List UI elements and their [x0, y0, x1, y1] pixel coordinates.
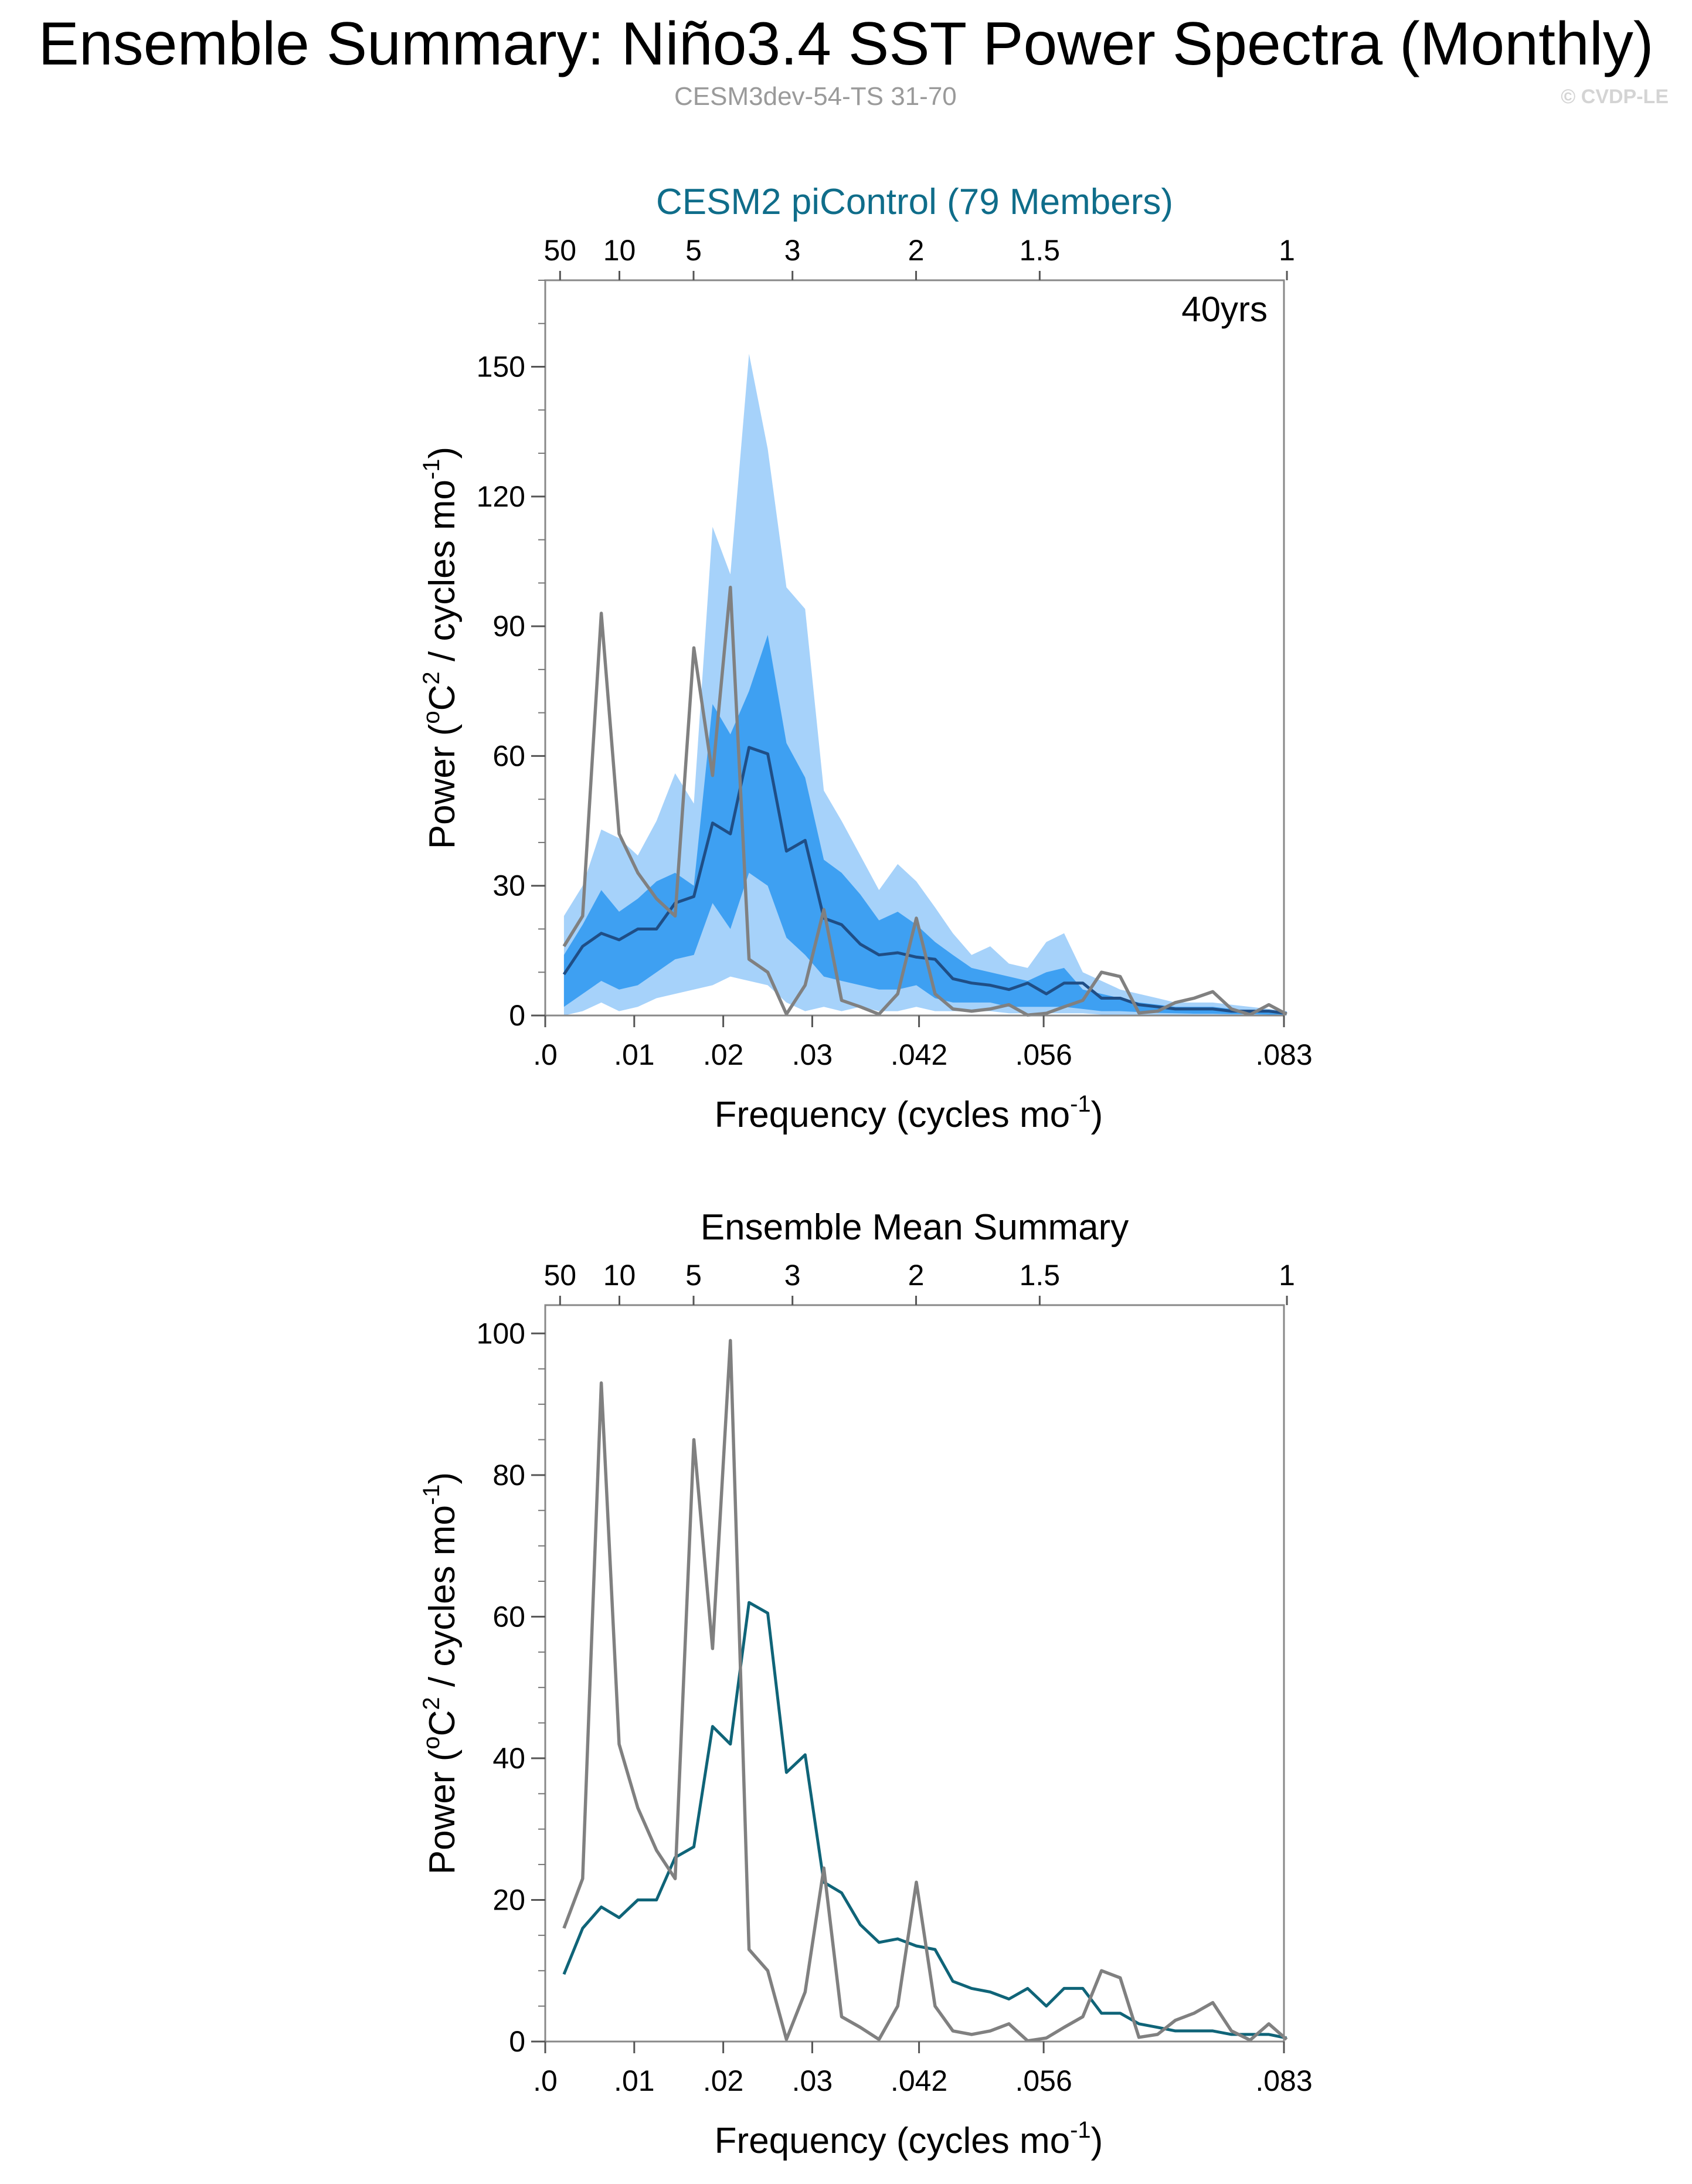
x-tick-label: .01 — [614, 1038, 655, 1071]
top-chart-panel: 0 30 60 90 120 150 .0 .01 .02 .03 .042 .056 .083 50 10… — [419, 182, 1313, 1135]
top-period-label: 1.5 — [1020, 1259, 1061, 1292]
bottom-chart-panel: 0 20 40 60 80 100 .0 .01 .02 .03 .042 .056 .083 50 10 5… — [419, 1207, 1313, 2161]
x-tick-label: .056 — [1015, 2064, 1072, 2097]
observation-line — [562, 1339, 1288, 2043]
panel-title: CESM2 piControl (79 Members) — [656, 182, 1173, 222]
x-tick-label: .083 — [1255, 1038, 1312, 1071]
top-period-label: 50 — [543, 1259, 576, 1292]
main-title: Ensemble Summary: Niño3.4 SST Power Spec… — [38, 10, 1654, 78]
y-tick-label: 100 — [477, 1317, 525, 1350]
top-period-label: 3 — [784, 234, 801, 267]
observation-line — [562, 585, 1287, 1017]
x-tick-label: .03 — [792, 1038, 833, 1071]
y-tick-label: 0 — [509, 999, 525, 1032]
y-tick-label: 150 — [477, 351, 525, 383]
period-length-annotation: 40yrs — [1181, 290, 1268, 329]
x-tick-label: .042 — [891, 1038, 947, 1071]
x-tick-label: .02 — [703, 2064, 744, 2097]
top-period-label: 10 — [603, 234, 636, 267]
y-axis-label: Power (oC2 / cycles mo-1) — [419, 447, 463, 849]
y-tick-label: 0 — [509, 2025, 525, 2058]
y-tick-label: 30 — [492, 869, 525, 902]
top-period-label: 1.5 — [1020, 234, 1061, 267]
top-period-label: 5 — [685, 1259, 702, 1292]
panel-title: Ensemble Mean Summary — [701, 1207, 1129, 1248]
top-period-label: 5 — [685, 234, 702, 267]
top-period-label: 50 — [543, 234, 576, 267]
x-tick-label: .042 — [891, 2064, 947, 2097]
x-tick-label: .01 — [614, 2064, 655, 2097]
plot-frame — [544, 279, 1285, 1017]
x-tick-label: .0 — [533, 1038, 558, 1071]
top-period-label: 3 — [784, 1259, 801, 1292]
x-tick-label: .083 — [1255, 2064, 1312, 2097]
y-axis-label: Power (oC2 / cycles mo-1) — [419, 1472, 463, 1874]
top-period-label: 2 — [908, 234, 925, 267]
top-period-label: 2 — [908, 1259, 925, 1292]
x-tick-label: .03 — [792, 2064, 833, 2097]
y-tick-label: 120 — [477, 480, 525, 513]
y-tick-label: 90 — [492, 610, 525, 643]
top-period-label: 10 — [603, 1259, 636, 1292]
x-axis-label: Frequency (cycles mo-1) — [715, 2117, 1103, 2161]
plot-frame — [544, 1304, 1285, 2043]
x-tick-label: .02 — [703, 1038, 744, 1071]
y-tick-label: 40 — [492, 1742, 525, 1775]
y-tick-label: 60 — [492, 1600, 525, 1633]
x-tick-label: .0 — [533, 2064, 558, 2097]
top-period-label: 1 — [1279, 1259, 1295, 1292]
y-tick-label: 80 — [492, 1459, 525, 1492]
subtitle: CESM3dev-54-TS 31-70 — [674, 82, 957, 111]
y-tick-label: 60 — [492, 739, 525, 772]
top-period-label: 1 — [1279, 234, 1295, 267]
x-tick-label: .056 — [1015, 1038, 1072, 1071]
x-axis-label: Frequency (cycles mo-1) — [715, 1091, 1103, 1135]
ensemble-mean-line — [562, 1601, 1287, 2040]
y-tick-label: 20 — [492, 1883, 525, 1916]
inner-spread-band — [563, 634, 1287, 1015]
copyright-watermark: © CVDP-LE — [1561, 86, 1669, 108]
